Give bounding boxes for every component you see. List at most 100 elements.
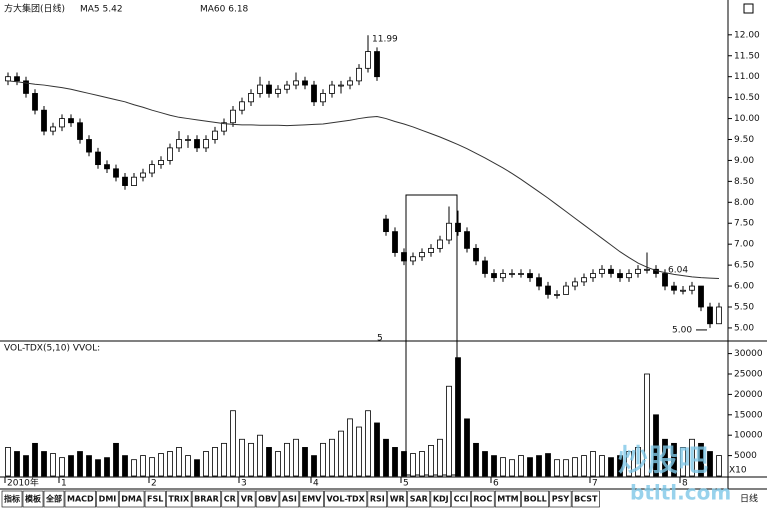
candle-body: [230, 109, 236, 124]
tab[interactable]: PSY: [552, 495, 570, 504]
candle-body: [77, 122, 83, 140]
volume-bar: [41, 451, 47, 477]
tab[interactable]: 全部: [45, 494, 62, 504]
tab-frame[interactable]: [118, 490, 145, 508]
volume-bar: [383, 438, 389, 477]
x-tick-label: 7: [592, 479, 598, 489]
volume-bar: [527, 457, 533, 477]
volume-bar: [689, 438, 695, 477]
tab-frame[interactable]: [387, 490, 408, 508]
tab-frame[interactable]: [407, 490, 431, 508]
candle-body: [95, 151, 101, 166]
candle-body: [626, 273, 632, 279]
tab-frame[interactable]: [571, 490, 600, 508]
volume-bar: [473, 442, 479, 477]
tab[interactable]: BCST: [574, 495, 598, 504]
candle-body: [527, 273, 533, 279]
volume-bar: [482, 451, 488, 477]
candle-body: [554, 294, 560, 296]
tab[interactable]: TRIX: [168, 495, 190, 504]
y-tick-label: 8.00: [734, 198, 754, 208]
volume-bar: [329, 438, 335, 477]
tab-frame[interactable]: [430, 490, 451, 508]
candle-body: [662, 273, 668, 287]
tab[interactable]: KDJ: [433, 495, 449, 504]
volume-bar: [644, 373, 650, 477]
tab[interactable]: VOL-TDX: [326, 495, 365, 504]
tab[interactable]: ROC: [473, 495, 492, 504]
volume-bar: [77, 451, 83, 477]
volume-bar: [581, 455, 587, 477]
tab-frame[interactable]: [96, 490, 119, 508]
volume-bar: [104, 457, 110, 477]
candle-body: [716, 306, 722, 325]
tab-frame[interactable]: [64, 490, 96, 508]
tab-frame[interactable]: [166, 490, 192, 508]
tab-frame[interactable]: [324, 490, 368, 508]
tab-frame[interactable]: [299, 490, 324, 508]
candle-body: [266, 84, 272, 94]
tab-frame[interactable]: [144, 490, 166, 508]
candle-body: [320, 93, 326, 103]
window-icon[interactable]: [743, 3, 754, 14]
volume-header: VOL-TDX(5,10) VVOL:: [4, 344, 100, 354]
tab[interactable]: OBV: [258, 495, 278, 504]
tab-frame[interactable]: [471, 490, 495, 508]
candle-body: [293, 80, 299, 86]
tab[interactable]: 指标: [4, 494, 20, 504]
candle-body: [203, 139, 209, 149]
tab[interactable]: EMV: [302, 495, 322, 504]
tab-frame[interactable]: [367, 490, 388, 508]
tab[interactable]: DMA: [121, 495, 143, 504]
period-label[interactable]: 日线: [740, 493, 758, 505]
volume-bar: [635, 447, 641, 477]
x-tick-label: 6: [493, 479, 499, 489]
tab[interactable]: CR: [224, 495, 236, 504]
tab-frame[interactable]: [494, 490, 521, 508]
volume-bar: [320, 442, 326, 477]
tab-frame[interactable]: [1, 490, 23, 508]
tab[interactable]: CCI: [454, 495, 469, 504]
tab[interactable]: BRAR: [194, 495, 219, 504]
tab-frame[interactable]: [279, 490, 300, 508]
x-tick-label: 1: [61, 479, 67, 489]
tab-frame[interactable]: [549, 490, 572, 508]
tab[interactable]: MTM: [497, 495, 518, 504]
tab-frame[interactable]: [451, 490, 471, 508]
tab[interactable]: BOLL: [524, 495, 547, 504]
volume-bar: [239, 438, 245, 477]
tab[interactable]: ASI: [282, 495, 297, 504]
volume-bar: [410, 453, 416, 477]
tab-frame[interactable]: [238, 490, 256, 508]
tab-frame[interactable]: [22, 490, 44, 508]
watermark-url: btltl.com: [630, 481, 731, 505]
tab[interactable]: 模板: [25, 494, 42, 504]
tab-frame[interactable]: [521, 490, 550, 508]
tab[interactable]: RSI: [370, 495, 385, 504]
candle-body: [680, 289, 686, 292]
tab[interactable]: DMI: [99, 495, 117, 504]
x-tick-label: 3: [241, 479, 247, 489]
tab[interactable]: VR: [241, 495, 253, 504]
tab[interactable]: WR: [390, 495, 405, 504]
tab-frame[interactable]: [221, 490, 239, 508]
x-tick-label: 2: [151, 479, 157, 489]
candle-body: [5, 76, 11, 82]
candle-body: [428, 247, 434, 253]
candle-body: [23, 80, 29, 94]
volume-bar: [212, 447, 218, 477]
tab[interactable]: MACD: [67, 495, 94, 504]
y-tick-label: 10.50: [734, 93, 760, 103]
volume-bar: [284, 442, 290, 477]
volume-bar: [221, 442, 227, 477]
volume-bar: [50, 453, 56, 477]
volume-bar: [140, 455, 146, 477]
volume-bar: [185, 455, 191, 477]
volume-bar: [500, 457, 506, 477]
tab-frame[interactable]: [255, 490, 280, 508]
tab[interactable]: SAR: [410, 495, 428, 504]
tab-frame[interactable]: [43, 490, 65, 508]
tab-frame[interactable]: [191, 490, 222, 508]
tab[interactable]: FSL: [147, 495, 163, 504]
